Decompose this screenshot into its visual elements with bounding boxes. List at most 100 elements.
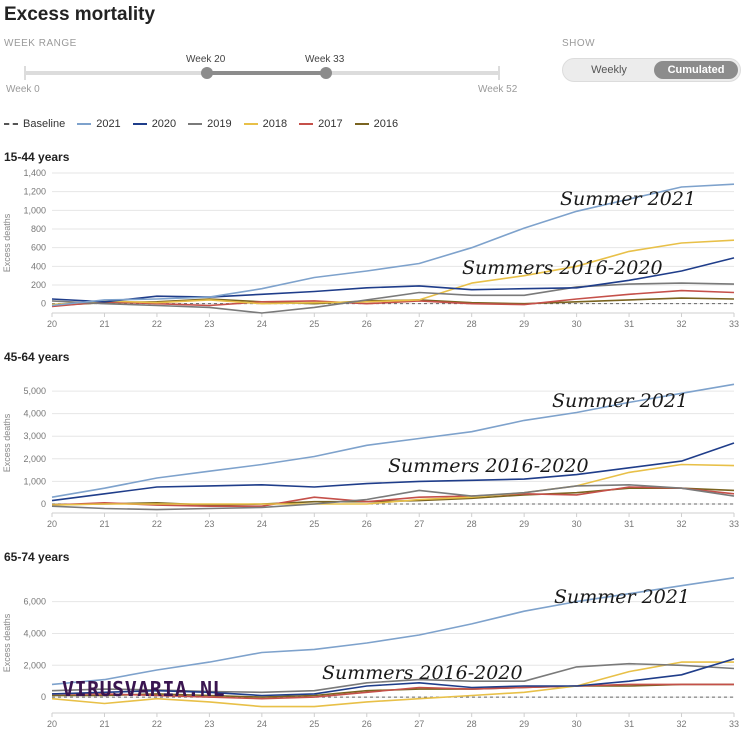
legend-swatch (77, 123, 92, 125)
legend-label: 2019 (207, 118, 232, 130)
series-line-2018[interactable] (51, 463, 735, 506)
annotation-text: Summer 2021 (560, 188, 696, 210)
x-tick-label: 31 (624, 719, 634, 729)
weekly-button[interactable]: Weekly (591, 64, 627, 76)
legend-swatch (4, 123, 18, 125)
x-tick-label: 28 (467, 719, 477, 729)
x-tick-label: 25 (309, 319, 319, 329)
cumulated-button[interactable]: Cumulated (654, 61, 738, 79)
series-line-2021[interactable] (51, 383, 735, 498)
annotation-text: Summers 2016-2020 (462, 257, 663, 279)
y-tick-label: 600 (31, 243, 46, 253)
y-axis-label: Excess deaths (2, 213, 12, 272)
week-range-label: WEEK RANGE (4, 38, 77, 49)
series-line-2020[interactable] (51, 442, 735, 502)
legend-item-2016[interactable]: 2016 (354, 118, 399, 130)
x-tick-label: 26 (362, 319, 372, 329)
y-tick-label: 200 (31, 280, 46, 290)
series-line-2020[interactable] (51, 658, 735, 697)
y-tick-label: 2,000 (23, 660, 46, 670)
show-label: SHOW (562, 38, 596, 49)
legend-item-2018[interactable]: 2018 (243, 118, 288, 130)
x-tick-label: 21 (99, 719, 109, 729)
legend-item-baseline[interactable]: Baseline (4, 118, 65, 130)
y-tick-label: 0 (41, 692, 46, 702)
legend-item-2019[interactable]: 2019 (188, 118, 232, 130)
series-line-2017[interactable] (52, 683, 734, 700)
legend-label: 2018 (262, 118, 288, 130)
y-tick-label: 1,200 (23, 187, 46, 197)
legend: Baseline 2021 2020 2019 2018 2017 2016 (4, 118, 410, 130)
legend-swatch (354, 123, 369, 125)
legend-item-2017[interactable]: 2017 (299, 118, 343, 130)
chart-45-64-years: 0 1,000 2,000 3,000 4,000 5,000 20 21 22 23 24 25 26… (2, 383, 739, 529)
x-tick-label: 22 (152, 319, 162, 329)
y-axis-label: Excess deaths (2, 613, 12, 672)
annotation-text: Summer 2021 (552, 390, 688, 412)
x-tick-label: 30 (572, 719, 582, 729)
y-tick-label: 6,000 (23, 597, 46, 607)
legend-label: 2021 (96, 118, 121, 130)
y-tick-label: 800 (31, 224, 46, 234)
x-tick-label: 28 (467, 519, 477, 529)
x-tick-label: 32 (677, 719, 687, 729)
x-tick-label: 33 (729, 719, 739, 729)
x-tick-label: 29 (519, 719, 529, 729)
x-tick-label: 27 (414, 319, 424, 329)
show-toggle: Weekly Cumulated (562, 58, 741, 82)
y-tick-label: 400 (31, 261, 46, 271)
series-line-2018[interactable] (51, 661, 734, 708)
y-axis-label: Excess deaths (2, 413, 12, 472)
legend-label: 2016 (373, 118, 399, 130)
x-tick-label: 31 (624, 319, 634, 329)
series-line-2016[interactable] (51, 487, 735, 506)
chart-65-74-years: 0 2,000 4,000 6,000 20 21 22 23 24 25 26 27 28 29 30 31… (2, 577, 739, 729)
series-line-2021[interactable] (51, 577, 735, 686)
y-tick-label: 1,000 (23, 205, 46, 215)
x-tick-label: 24 (257, 719, 267, 729)
x-tick-label: 23 (204, 319, 214, 329)
legend-label: 2020 (151, 118, 177, 130)
y-tick-label: 1,400 (23, 168, 46, 178)
week-range-end-handle[interactable] (320, 67, 332, 79)
series-line-2019[interactable] (51, 484, 735, 511)
legend-swatch (188, 123, 203, 125)
series-line-2019[interactable] (51, 282, 735, 314)
x-tick-label: 22 (152, 719, 162, 729)
x-tick-label: 33 (729, 319, 739, 329)
annotation-text: Summer 2021 (554, 586, 690, 608)
week-range-start-handle[interactable] (201, 67, 213, 79)
y-tick-label: 4,000 (23, 409, 46, 419)
slider-min-tick (24, 66, 26, 80)
x-tick-label: 26 (362, 519, 372, 529)
legend-item-2021[interactable]: 2021 (77, 118, 121, 130)
x-tick-label: 23 (204, 719, 214, 729)
legend-swatch (299, 123, 314, 125)
chart-15-44-years: 0 200 400 600 800 1,000 1,200 1,400 20 21 22 23 24 25… (2, 168, 739, 329)
panel-title-15-44: 15-44 years (4, 150, 70, 164)
week-range-max-label: Week 52 (478, 84, 518, 95)
x-tick-label: 20 (47, 319, 57, 329)
x-tick-label: 26 (362, 719, 372, 729)
x-tick-label: 21 (99, 319, 109, 329)
x-tick-label: 20 (47, 519, 57, 529)
x-tick-label: 24 (257, 319, 267, 329)
x-tick-label: 20 (47, 719, 57, 729)
week-range-end-value: Week 33 (305, 54, 345, 65)
y-tick-label: 0 (41, 499, 46, 509)
series-line-2018[interactable] (51, 239, 735, 306)
week-range-selection (207, 71, 326, 75)
series-line-2017[interactable] (51, 289, 735, 308)
x-tick-label: 30 (572, 519, 582, 529)
y-tick-label: 5,000 (23, 386, 46, 396)
x-tick-label: 29 (519, 319, 529, 329)
page-title: Excess mortality (4, 4, 156, 25)
series-line-2021[interactable] (51, 183, 735, 307)
legend-item-2020[interactable]: 2020 (132, 118, 177, 130)
x-tick-label: 30 (572, 319, 582, 329)
series-line-2020[interactable] (51, 257, 735, 303)
legend-label: Baseline (23, 118, 66, 130)
y-tick-label: 3,000 (23, 431, 46, 441)
y-tick-label: 1,000 (23, 476, 46, 486)
series-line-2017[interactable] (51, 486, 735, 507)
